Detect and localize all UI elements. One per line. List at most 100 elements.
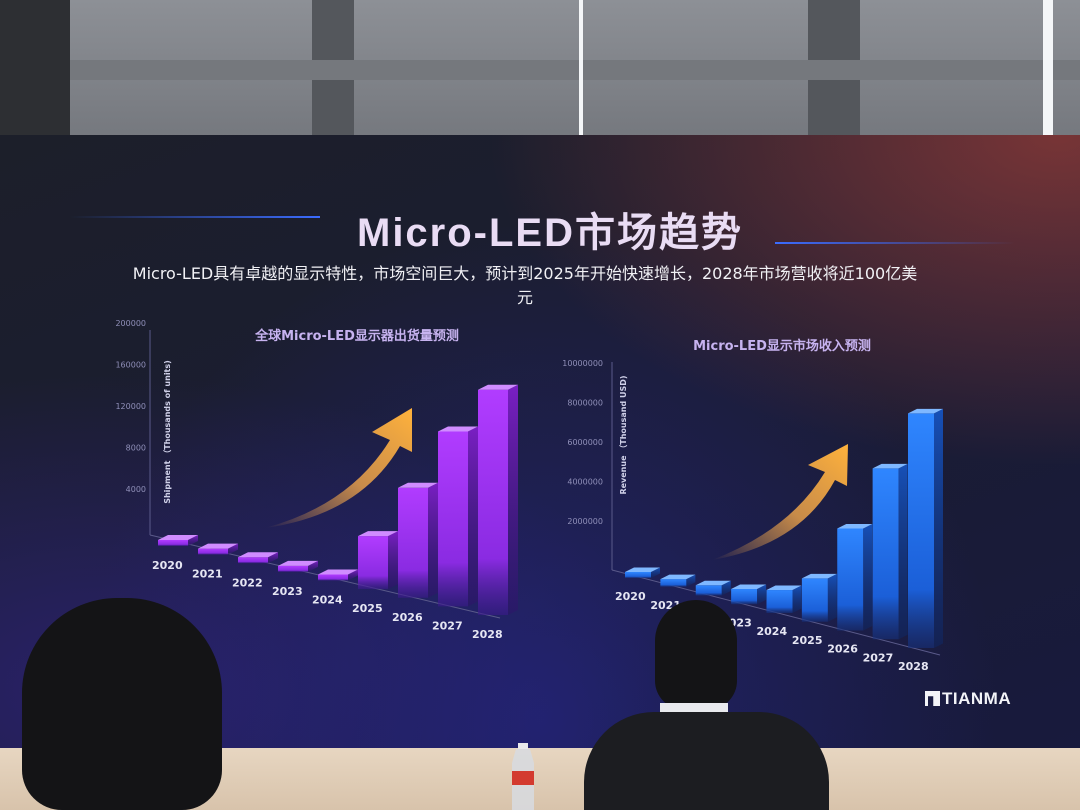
y-tick-label: 8000000 <box>567 399 603 408</box>
bar-front <box>398 487 428 598</box>
bar-2020 <box>158 535 198 546</box>
bar-top <box>695 580 731 586</box>
bar-side <box>827 573 837 622</box>
bar-2023 <box>731 584 767 605</box>
bar-2020 <box>625 567 660 578</box>
left-y-label: Shipment （Thousands of units) <box>162 360 172 504</box>
right-growth-arrow <box>712 444 848 560</box>
bar-side <box>188 535 198 546</box>
ceiling-light <box>1043 0 1053 180</box>
bar-2024 <box>766 585 802 613</box>
bar-front <box>660 579 687 587</box>
audience-head-right <box>655 600 737 710</box>
bar-side <box>934 408 943 648</box>
x-tick-label: 2021 <box>192 568 223 581</box>
bar-front <box>872 468 899 640</box>
bar-side <box>686 574 696 587</box>
bar-front <box>837 528 864 631</box>
x-tick-label: 2025 <box>352 602 383 615</box>
bar-top <box>801 573 837 579</box>
x-tick-label: 2027 <box>432 619 463 632</box>
x-tick-label: 2025 <box>792 634 823 647</box>
bar-front <box>766 590 793 613</box>
bar-side <box>863 524 873 631</box>
brand-logo: TIANMA <box>925 689 1011 709</box>
bar-side <box>428 482 438 598</box>
x-tick-label: 2024 <box>312 594 343 607</box>
x-tick-label: 2024 <box>757 625 788 638</box>
bar-side <box>508 384 518 615</box>
bar-side <box>468 426 478 607</box>
brand-name: TIANMA <box>942 689 1012 708</box>
bar-top <box>198 543 238 549</box>
left-x-ticks: 2020 2021 2022 2023 2024 2025 2026 2027 2028 <box>152 559 503 641</box>
bar-side <box>898 463 908 640</box>
y-tick-label: 8000 <box>126 444 146 453</box>
bar-top <box>318 569 358 575</box>
ceiling-light <box>579 0 583 165</box>
bar-2024 <box>318 569 358 581</box>
bar-front <box>731 588 758 605</box>
bar-side <box>792 585 802 613</box>
y-tick-label: 160000 <box>115 361 146 370</box>
speaker-rig <box>0 0 70 135</box>
x-tick-label: 2026 <box>392 611 423 624</box>
title-line-right <box>775 242 1015 244</box>
bar-front <box>438 431 468 607</box>
x-tick-label: 2022 <box>232 576 263 589</box>
bar-top <box>478 384 518 390</box>
right-y-ticks: 2000000 4000000 6000000 8000000 10000000 <box>562 359 603 526</box>
bar-side <box>651 567 660 578</box>
water-bottle <box>512 743 534 810</box>
bar-2026 <box>837 524 873 631</box>
slide-title: Micro-LED市场趋势 <box>357 211 743 255</box>
audience-shoulders <box>584 712 829 810</box>
bar-2028 <box>478 384 518 615</box>
y-tick-label: 4000000 <box>567 478 603 487</box>
bar-2023 <box>278 560 318 572</box>
bar-2021 <box>660 574 696 587</box>
bar-2025 <box>358 531 398 590</box>
bar-top <box>238 552 278 558</box>
slide-subtitle: Micro-LED具有卓越的显示特性，市场空间巨大，预计到2025年开始快速增长… <box>132 264 918 307</box>
bar-top <box>766 585 802 591</box>
tianma-logo-icon <box>925 691 940 706</box>
bar-2026 <box>398 482 438 598</box>
y-tick-label: 10000000 <box>562 359 603 368</box>
bar-top <box>158 535 198 540</box>
audience-head-left <box>22 598 222 810</box>
ceiling-beam <box>0 60 1080 80</box>
x-tick-label: 2027 <box>863 651 894 664</box>
bar-side <box>268 552 278 564</box>
bar-top <box>358 531 398 537</box>
y-tick-label: 120000 <box>115 402 146 411</box>
x-tick-label: 2020 <box>152 559 183 572</box>
bar-front <box>625 572 651 578</box>
bar-front <box>478 389 508 615</box>
bar-top <box>660 574 696 580</box>
right-y-label: Revenue （Thousand USD) <box>618 375 628 494</box>
y-tick-label: 6000000 <box>567 438 603 447</box>
title-line-left <box>70 216 320 218</box>
bar-front <box>238 557 268 564</box>
right-bars <box>625 408 943 648</box>
bar-front <box>908 413 934 648</box>
bar-2027 <box>872 463 908 640</box>
bar-front <box>358 536 388 590</box>
bar-top <box>731 584 767 589</box>
left-chart-title: 全球Micro-LED显示器出货量预测 <box>254 328 459 344</box>
bar-side <box>388 531 398 590</box>
bar-front <box>318 574 348 581</box>
bar-front <box>198 548 228 555</box>
bar-2022 <box>695 580 731 596</box>
bar-top <box>872 463 908 469</box>
bar-2021 <box>198 543 238 555</box>
left-y-ticks: 4000 8000 120000 160000 200000 <box>115 319 146 494</box>
left-growth-arrow <box>265 408 412 528</box>
bar-top <box>908 408 943 414</box>
x-tick-label: 2028 <box>472 628 503 641</box>
bar-top <box>398 482 438 488</box>
bar-side <box>228 543 238 555</box>
bar-side <box>308 560 318 572</box>
